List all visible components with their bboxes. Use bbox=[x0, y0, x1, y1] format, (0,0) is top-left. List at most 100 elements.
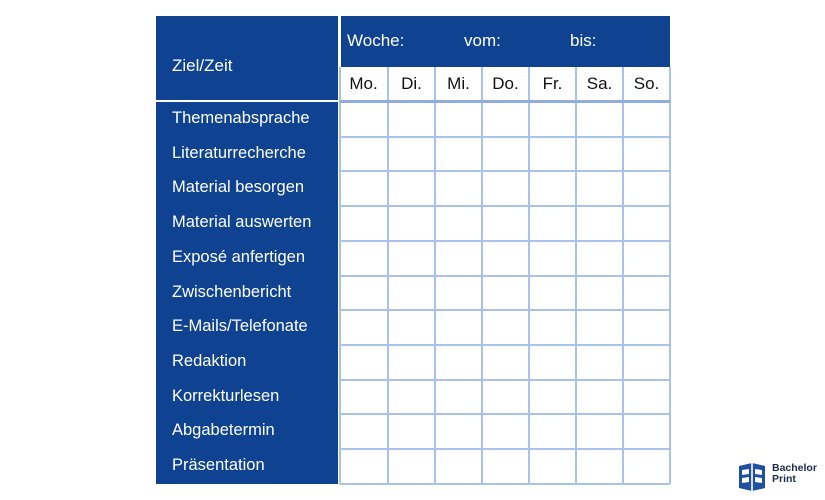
schedule-cell[interactable] bbox=[624, 415, 669, 447]
schedule-cell[interactable] bbox=[436, 450, 481, 482]
schedule-cell[interactable] bbox=[624, 103, 669, 135]
schedule-cell[interactable] bbox=[624, 172, 669, 204]
schedule-cell[interactable] bbox=[530, 311, 575, 343]
week-header-bar: Woche: vom: bis: bbox=[341, 16, 670, 67]
schedule-cell[interactable] bbox=[577, 311, 622, 343]
schedule-cell[interactable] bbox=[436, 311, 481, 343]
schedule-cell[interactable] bbox=[624, 450, 669, 482]
schedule-cell[interactable] bbox=[389, 346, 434, 378]
week-to-label: bis: bbox=[570, 31, 597, 50]
grid-line-horizontal bbox=[340, 275, 670, 277]
schedule-cell[interactable] bbox=[389, 277, 434, 309]
schedule-cell[interactable] bbox=[341, 415, 386, 447]
schedule-cell[interactable] bbox=[341, 172, 386, 204]
weekly-planner-table: Ziel/Zeit Woche: vom: bis: Themenabsprac… bbox=[156, 16, 671, 485]
schedule-cell[interactable] bbox=[389, 381, 434, 413]
schedule-cell[interactable] bbox=[436, 381, 481, 413]
grid-line-horizontal bbox=[340, 205, 670, 207]
bachelorprint-logo: Bachelor Print bbox=[736, 458, 822, 494]
schedule-cell[interactable] bbox=[436, 207, 481, 239]
schedule-cell[interactable] bbox=[483, 311, 528, 343]
grid-line-horizontal bbox=[340, 344, 670, 346]
schedule-cell[interactable] bbox=[624, 346, 669, 378]
day-header-2: Di. bbox=[401, 74, 422, 93]
schedule-cell[interactable] bbox=[341, 138, 386, 170]
schedule-cell[interactable] bbox=[530, 172, 575, 204]
schedule-cell[interactable] bbox=[341, 242, 386, 274]
schedule-cell[interactable] bbox=[483, 381, 528, 413]
schedule-cell[interactable] bbox=[577, 381, 622, 413]
schedule-cell[interactable] bbox=[341, 103, 386, 135]
schedule-cell[interactable] bbox=[577, 242, 622, 274]
schedule-cell[interactable] bbox=[483, 207, 528, 239]
schedule-cell[interactable] bbox=[577, 415, 622, 447]
schedule-cell[interactable] bbox=[436, 346, 481, 378]
schedule-cell[interactable] bbox=[389, 103, 434, 135]
schedule-cell[interactable] bbox=[436, 242, 481, 274]
task-label: Themenabsprache bbox=[172, 109, 310, 127]
schedule-cell[interactable] bbox=[483, 277, 528, 309]
schedule-cell[interactable] bbox=[530, 242, 575, 274]
schedule-cell[interactable] bbox=[530, 103, 575, 135]
schedule-cell[interactable] bbox=[624, 242, 669, 274]
schedule-cell[interactable] bbox=[436, 103, 481, 135]
schedule-cell[interactable] bbox=[624, 311, 669, 343]
schedule-cell[interactable] bbox=[341, 207, 386, 239]
schedule-cell[interactable] bbox=[436, 277, 481, 309]
schedule-cell[interactable] bbox=[530, 277, 575, 309]
schedule-cell[interactable] bbox=[389, 172, 434, 204]
schedule-cell[interactable] bbox=[389, 242, 434, 274]
grid-line-horizontal bbox=[340, 170, 670, 172]
task-label: Literaturrecherche bbox=[172, 143, 306, 162]
schedule-cell[interactable] bbox=[577, 277, 622, 309]
schedule-cell[interactable] bbox=[389, 415, 434, 447]
schedule-cell[interactable] bbox=[389, 311, 434, 343]
grid-line-horizontal bbox=[340, 240, 670, 242]
schedule-cell[interactable] bbox=[341, 381, 386, 413]
schedule-cell[interactable] bbox=[341, 450, 386, 482]
schedule-cell[interactable] bbox=[530, 207, 575, 239]
schedule-cell[interactable] bbox=[341, 311, 386, 343]
schedule-cell[interactable] bbox=[624, 277, 669, 309]
schedule-cell[interactable] bbox=[530, 346, 575, 378]
schedule-cell[interactable] bbox=[530, 138, 575, 170]
logo-text-line1: Bachelor bbox=[772, 462, 817, 474]
schedule-cell[interactable] bbox=[483, 138, 528, 170]
schedule-cell[interactable] bbox=[530, 450, 575, 482]
schedule-cell[interactable] bbox=[483, 242, 528, 274]
schedule-cell[interactable] bbox=[577, 450, 622, 482]
grid-line-horizontal bbox=[340, 448, 670, 450]
day-header-1: Mo. bbox=[349, 74, 378, 93]
grid-line-horizontal bbox=[340, 413, 670, 415]
schedule-cell[interactable] bbox=[577, 172, 622, 204]
task-label: Material besorgen bbox=[172, 178, 305, 197]
task-label: Korrekturlesen bbox=[172, 386, 280, 405]
schedule-cell[interactable] bbox=[530, 381, 575, 413]
schedule-cell[interactable] bbox=[389, 138, 434, 170]
schedule-cell[interactable] bbox=[483, 450, 528, 482]
schedule-cell[interactable] bbox=[389, 450, 434, 482]
schedule-cell[interactable] bbox=[483, 172, 528, 204]
schedule-cell[interactable] bbox=[577, 207, 622, 239]
schedule-cell[interactable] bbox=[436, 172, 481, 204]
schedule-cell[interactable] bbox=[341, 277, 386, 309]
schedule-cell[interactable] bbox=[341, 346, 386, 378]
schedule-cell[interactable] bbox=[389, 207, 434, 239]
grid-line-vertical bbox=[669, 67, 671, 484]
day-header-3: Mi. bbox=[447, 74, 470, 93]
schedule-cell[interactable] bbox=[483, 415, 528, 447]
schedule-cell[interactable] bbox=[530, 415, 575, 447]
schedule-cell[interactable] bbox=[436, 138, 481, 170]
schedule-cell[interactable] bbox=[436, 415, 481, 447]
schedule-cell[interactable] bbox=[624, 138, 669, 170]
schedule-cell[interactable] bbox=[577, 346, 622, 378]
task-label: Redaktion bbox=[172, 351, 247, 370]
day-header-7: So. bbox=[633, 74, 660, 93]
schedule-cell[interactable] bbox=[483, 103, 528, 135]
task-label: Exposé anfertigen bbox=[172, 247, 306, 266]
schedule-cell[interactable] bbox=[624, 381, 669, 413]
schedule-cell[interactable] bbox=[624, 207, 669, 239]
schedule-cell[interactable] bbox=[483, 346, 528, 378]
schedule-cell[interactable] bbox=[577, 103, 622, 135]
schedule-cell[interactable] bbox=[577, 138, 622, 170]
